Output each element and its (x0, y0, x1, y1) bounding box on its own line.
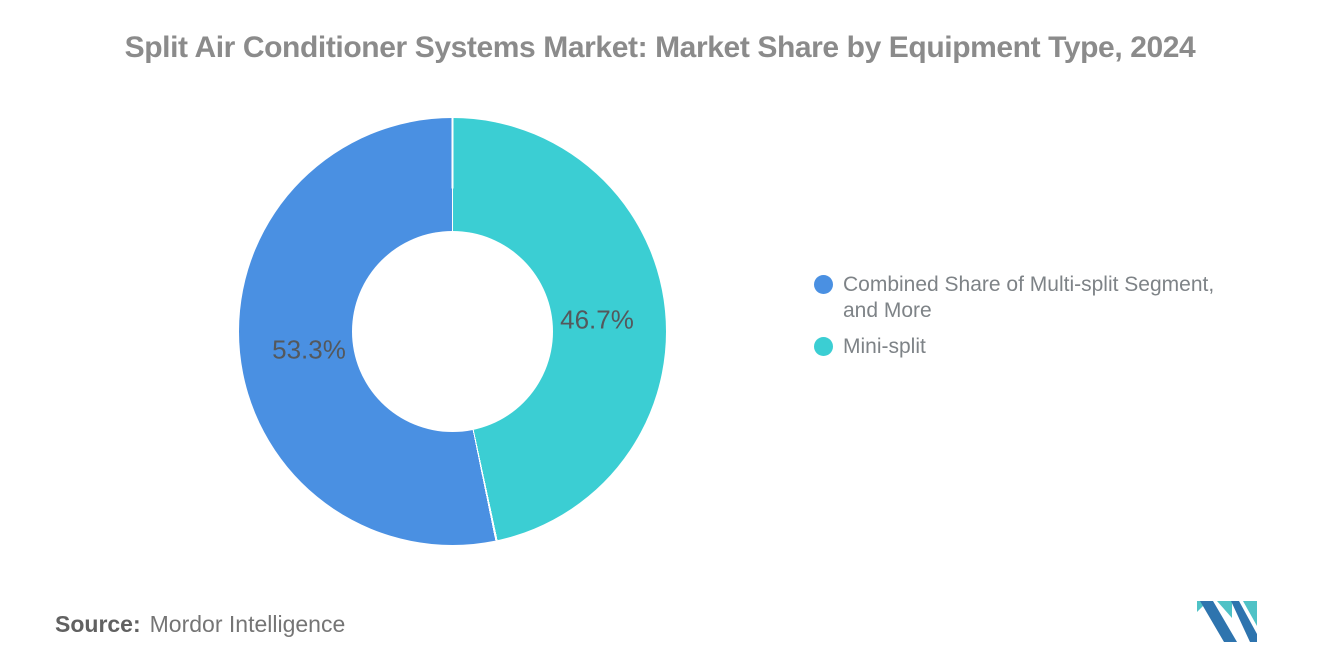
donut-chart: 53.3% 46.7% (239, 118, 666, 545)
legend-item-multi-split: Combined Share of Multi-split Segment, a… (814, 272, 1214, 324)
legend-label-multi-split: Combined Share of Multi-split Segment, a… (843, 273, 1215, 322)
logo-shape-teal-right (1243, 601, 1257, 626)
chart-title: Split Air Conditioner Systems Market: Ma… (124, 31, 1196, 64)
source-label: Source: (55, 611, 141, 637)
legend-marker-mini-split-icon (814, 337, 833, 356)
mordor-intelligence-logo (1197, 601, 1257, 642)
legend: Combined Share of Multi-split Segment, a… (814, 272, 1214, 370)
legend-label-mini-split: Mini-split (843, 335, 926, 358)
slice-label-multi-split: 53.3% (272, 334, 346, 365)
logo-shape-blue-band-right (1231, 601, 1257, 642)
donut-hole (352, 231, 553, 432)
logo-shape-blue-band (1200, 601, 1237, 642)
source-line: Source: Mordor Intelligence (55, 611, 345, 638)
legend-item-mini-split: Mini-split (814, 334, 1214, 360)
slice-label-mini-split: 46.7% (560, 304, 634, 335)
logo-shape-teal-mid (1217, 601, 1232, 618)
legend-marker-multi-split-icon (814, 275, 833, 294)
source-value: Mordor Intelligence (149, 611, 346, 637)
